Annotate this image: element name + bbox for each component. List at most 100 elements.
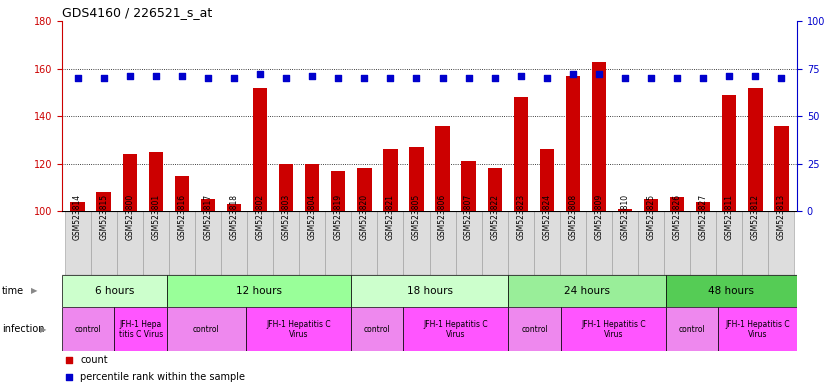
- Text: GSM523820: GSM523820: [360, 194, 369, 240]
- Text: GSM523805: GSM523805: [412, 194, 421, 240]
- Text: GSM523814: GSM523814: [73, 194, 82, 240]
- Bar: [719, 307, 797, 351]
- Point: [202, 75, 215, 81]
- Bar: [591, 61, 606, 211]
- Point: [175, 73, 188, 79]
- Bar: [227, 204, 241, 211]
- Bar: [716, 211, 743, 275]
- Point: [150, 73, 163, 79]
- Bar: [612, 211, 638, 275]
- Bar: [305, 164, 320, 211]
- Text: control: control: [193, 325, 220, 334]
- Text: GDS4160 / 226521_s_at: GDS4160 / 226521_s_at: [62, 5, 212, 18]
- Text: JFH-1 Hepatitis C
Virus: JFH-1 Hepatitis C Virus: [725, 319, 790, 339]
- Point: [306, 73, 319, 79]
- Bar: [748, 88, 762, 211]
- Bar: [357, 169, 372, 211]
- Point: [63, 374, 76, 380]
- Bar: [534, 211, 560, 275]
- Text: GSM523826: GSM523826: [672, 194, 681, 240]
- Bar: [514, 97, 528, 211]
- Point: [775, 75, 788, 81]
- Bar: [377, 211, 403, 275]
- Point: [540, 75, 553, 81]
- Bar: [508, 275, 666, 307]
- Bar: [221, 211, 247, 275]
- Point: [71, 75, 84, 81]
- Bar: [97, 192, 111, 211]
- Bar: [560, 211, 586, 275]
- Bar: [403, 211, 430, 275]
- Bar: [462, 161, 476, 211]
- Text: GSM523812: GSM523812: [751, 194, 760, 240]
- Text: GSM523800: GSM523800: [126, 194, 135, 240]
- Text: control: control: [75, 325, 102, 334]
- Text: GSM523823: GSM523823: [516, 194, 525, 240]
- Text: GSM523821: GSM523821: [386, 194, 395, 240]
- Text: GSM523809: GSM523809: [595, 194, 604, 240]
- Text: 6 hours: 6 hours: [95, 286, 134, 296]
- Text: GSM523810: GSM523810: [620, 194, 629, 240]
- Bar: [70, 202, 85, 211]
- Bar: [482, 211, 508, 275]
- Bar: [696, 202, 710, 211]
- Bar: [325, 211, 351, 275]
- Bar: [91, 211, 116, 275]
- Bar: [149, 152, 163, 211]
- Bar: [62, 307, 115, 351]
- Text: GSM523819: GSM523819: [334, 194, 343, 240]
- Text: count: count: [80, 356, 108, 366]
- Point: [644, 75, 657, 81]
- Text: GSM523816: GSM523816: [178, 194, 187, 240]
- Text: GSM523803: GSM523803: [282, 194, 291, 240]
- Text: GSM523806: GSM523806: [438, 194, 447, 240]
- Bar: [666, 275, 797, 307]
- Point: [63, 358, 76, 364]
- Text: control: control: [363, 325, 391, 334]
- Bar: [331, 171, 345, 211]
- Text: time: time: [2, 286, 24, 296]
- Point: [279, 75, 292, 81]
- Text: GSM523802: GSM523802: [255, 194, 264, 240]
- Bar: [722, 95, 737, 211]
- Text: GSM523815: GSM523815: [99, 194, 108, 240]
- Point: [488, 75, 501, 81]
- Bar: [561, 307, 666, 351]
- Bar: [383, 149, 397, 211]
- Point: [619, 75, 632, 81]
- Bar: [299, 211, 325, 275]
- Bar: [670, 197, 685, 211]
- Text: 18 hours: 18 hours: [406, 286, 453, 296]
- Bar: [403, 307, 508, 351]
- Bar: [195, 211, 221, 275]
- Text: control: control: [521, 325, 548, 334]
- Bar: [167, 307, 246, 351]
- Text: GSM523827: GSM523827: [699, 194, 708, 240]
- Bar: [169, 211, 195, 275]
- Point: [462, 75, 475, 81]
- Bar: [430, 211, 456, 275]
- Point: [514, 73, 527, 79]
- Point: [592, 71, 605, 78]
- Text: JFH-1 Hepatitis C
Virus: JFH-1 Hepatitis C Virus: [581, 319, 646, 339]
- Point: [358, 75, 371, 81]
- Point: [410, 75, 423, 81]
- Bar: [253, 88, 268, 211]
- Bar: [691, 211, 716, 275]
- Text: GSM523817: GSM523817: [203, 194, 212, 240]
- Point: [723, 73, 736, 79]
- Text: 24 hours: 24 hours: [564, 286, 610, 296]
- Bar: [586, 211, 612, 275]
- Text: GSM523825: GSM523825: [647, 194, 656, 240]
- Point: [254, 71, 267, 78]
- Point: [671, 75, 684, 81]
- Point: [384, 75, 397, 81]
- Bar: [410, 147, 424, 211]
- Text: infection: infection: [2, 324, 44, 334]
- Bar: [351, 275, 508, 307]
- Text: GSM523824: GSM523824: [543, 194, 551, 240]
- Text: GSM523808: GSM523808: [568, 194, 577, 240]
- Bar: [618, 209, 632, 211]
- Point: [436, 75, 449, 81]
- Bar: [143, 211, 169, 275]
